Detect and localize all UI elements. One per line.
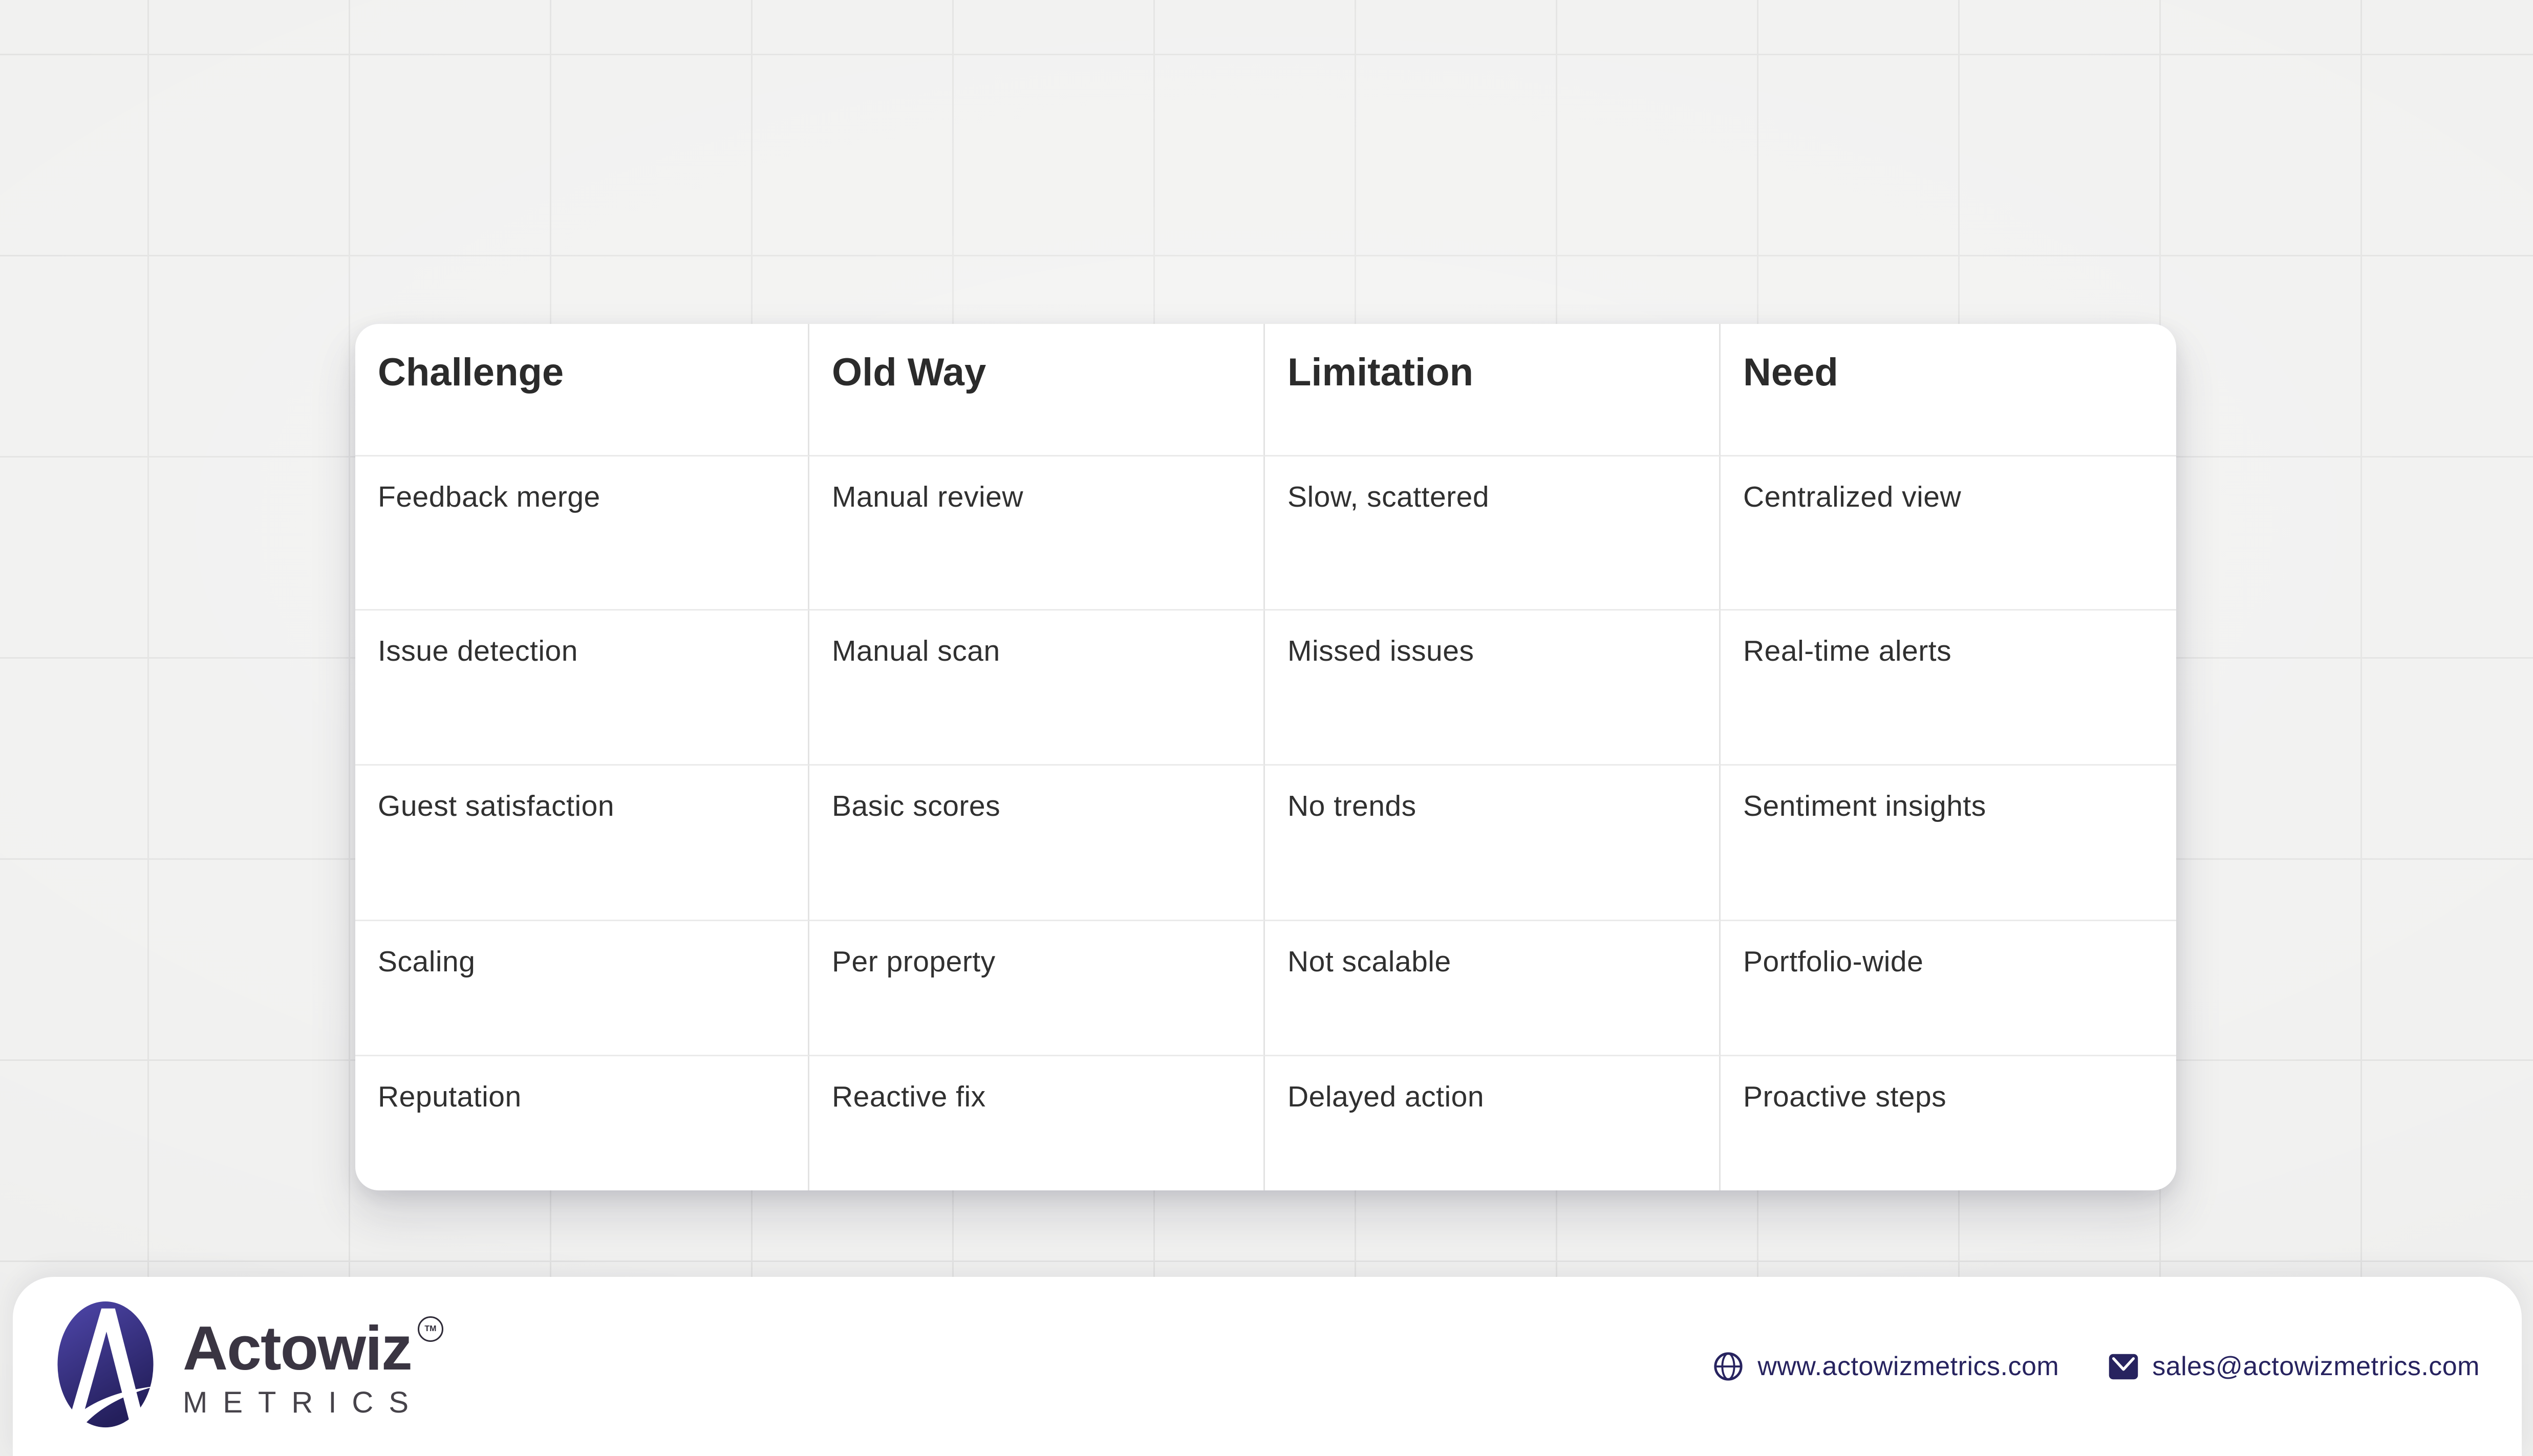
- email-address: sales@actowizmetrics.com: [2152, 1352, 2480, 1381]
- table-cell-r0-c0: Feedback merge: [355, 457, 809, 611]
- table-cell-r4-c0: Reputation: [355, 1056, 809, 1190]
- website-url: www.actowizmetrics.com: [1757, 1352, 2059, 1381]
- table-cell-r4-c2: Delayed action: [1265, 1056, 1721, 1190]
- actowiz-a-mark-icon: [57, 1301, 156, 1432]
- table-cell-r1-c1: Manual scan: [809, 611, 1265, 766]
- table-cell-r0-c2: Slow, scattered: [1265, 457, 1721, 611]
- brand-logo: Actowiz TM METRICS: [55, 1300, 443, 1432]
- table-cell-r4-c3: Proactive steps: [1743, 1080, 1947, 1113]
- table-cell-r2-c2: No trends: [1265, 766, 1721, 921]
- trademark-badge: TM: [417, 1316, 443, 1342]
- mail-icon: [2109, 1354, 2138, 1379]
- globe-icon: [1714, 1352, 1743, 1381]
- table-cell-r4-c1: Reactive fix: [809, 1056, 1265, 1190]
- table-cell-r1-c2: Missed issues: [1265, 611, 1721, 766]
- brand-text-block: Actowiz TM METRICS: [183, 1313, 443, 1420]
- email-link[interactable]: sales@actowizmetrics.com: [2108, 1351, 2480, 1382]
- header-cell-challenge: Challenge: [355, 324, 809, 457]
- table-cell-r2-c3: Sentiment insights: [1721, 766, 2176, 921]
- table-cell-r1-c0: Issue detection: [355, 611, 809, 766]
- table-cell-r0-c3: Centralized view: [1721, 457, 2176, 611]
- header-cell-limitation: Limitation: [1265, 324, 1721, 457]
- header-cell-old-way: Old Way: [809, 324, 1265, 457]
- footer-links: www.actowizmetrics.com sales@actowizmetr…: [1712, 1351, 2480, 1382]
- footer-bar: Actowiz TM METRICS www.actowizmetrics.co…: [13, 1277, 2522, 1456]
- table-cell-r3-c2: Not scalable: [1265, 921, 1721, 1056]
- table-cell-r3-c3: Portfolio-wide: [1721, 921, 2176, 1056]
- comparison-table: Challenge Old Way Limitation Need Feedba…: [355, 324, 2176, 1190]
- table-cell-r3-c1: Per property: [809, 921, 1265, 1056]
- table-cell-r2-c0: Guest satisfaction: [355, 766, 809, 921]
- table-cell-r0-c1: Manual review: [809, 457, 1265, 611]
- brand-name: Actowiz: [183, 1313, 413, 1383]
- website-link[interactable]: www.actowizmetrics.com: [1712, 1351, 2059, 1382]
- table-cell-r2-c1: Basic scores: [809, 766, 1265, 921]
- table-cell-r1-c3: Real-time alerts: [1721, 611, 2176, 766]
- brand-subtitle: METRICS: [183, 1386, 424, 1420]
- header-cell-need: Need: [1721, 324, 2176, 457]
- table-cell-r3-c0: Scaling: [355, 921, 809, 1056]
